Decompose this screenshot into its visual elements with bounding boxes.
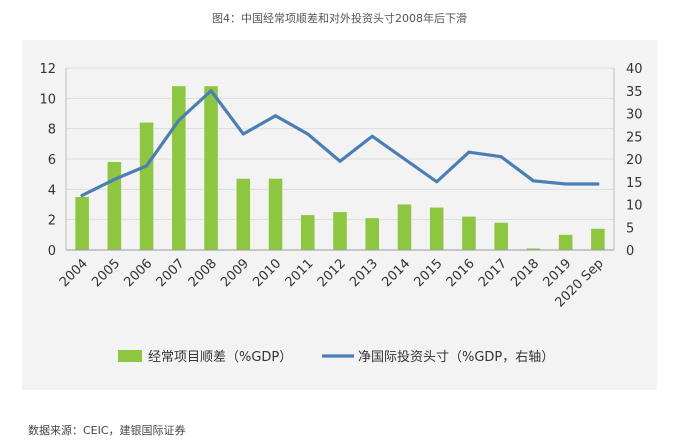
line-point	[209, 89, 213, 93]
legend-swatch-bar	[118, 350, 142, 362]
x-tick-label: 2012	[315, 256, 349, 290]
line-point	[112, 177, 116, 181]
x-tick-label: 2008	[186, 256, 220, 290]
x-tick-label: 2009	[218, 256, 252, 290]
x-tick-label: 2004	[57, 256, 91, 290]
left-tick-label: 2	[48, 214, 56, 229]
line-point	[274, 114, 278, 118]
line-point	[338, 159, 342, 163]
bar	[204, 86, 218, 250]
line-point	[177, 118, 181, 122]
source-note: 数据来源：CEIC，建银国际证券	[28, 424, 186, 437]
line-series	[80, 89, 600, 197]
left-tick-label: 0	[48, 244, 56, 259]
line-point	[499, 155, 503, 159]
x-tick-label: 2017	[476, 256, 510, 290]
x-tick-label: 2018	[508, 256, 542, 290]
left-tick-label: 12	[39, 62, 56, 77]
left-tick-label: 4	[48, 183, 56, 198]
legend-label-bar: 经常项目顺差（%GDP）	[148, 350, 292, 365]
line-point	[370, 134, 374, 138]
legend-label-line: 净国际投资头寸（%GDP，右轴）	[358, 349, 554, 365]
right-tick-label: 20	[626, 153, 643, 168]
right-tick-label: 5	[626, 221, 634, 236]
line-path	[80, 89, 600, 197]
left-tick-label: 6	[48, 153, 56, 168]
line-point	[596, 182, 600, 186]
bar	[429, 207, 444, 250]
x-tick-label: 2010	[250, 256, 284, 290]
bar	[333, 212, 347, 250]
x-tick-label: 2007	[154, 256, 188, 290]
bar	[236, 178, 251, 250]
line-point	[435, 180, 439, 184]
x-tick-label: 2006	[121, 256, 155, 290]
x-tick-label: 2011	[283, 256, 317, 290]
x-tick-label: 2016	[444, 256, 478, 290]
axes: 0246810120510152025303540200420052006200…	[39, 62, 642, 310]
line-point	[306, 132, 310, 136]
bar	[494, 222, 508, 250]
right-tick-label: 0	[626, 244, 634, 259]
bar	[107, 162, 122, 250]
bar	[397, 204, 412, 250]
left-tick-label: 10	[39, 92, 56, 107]
right-tick-label: 30	[626, 108, 643, 123]
bar	[591, 228, 605, 250]
line-point	[402, 157, 406, 161]
bar	[172, 86, 186, 250]
line-point	[145, 164, 149, 168]
bar	[558, 234, 573, 250]
chart-title: 图4：中国经常项顺差和对外投资头寸2008年后下滑	[212, 12, 467, 25]
right-tick-label: 10	[626, 199, 643, 214]
left-tick-label: 8	[48, 123, 56, 138]
right-tick-label: 35	[626, 85, 643, 100]
bar	[268, 178, 283, 250]
bar	[75, 196, 89, 250]
bar	[462, 216, 476, 250]
x-tick-label: 2014	[379, 256, 413, 290]
bar	[139, 122, 154, 250]
legend: 经常项目顺差（%GDP） 净国际投资头寸（%GDP，右轴）	[118, 349, 554, 365]
bar	[365, 218, 380, 250]
x-tick-label: 2015	[412, 256, 446, 290]
line-point	[80, 193, 84, 197]
line-point	[467, 150, 471, 154]
line-point	[531, 179, 535, 183]
x-tick-label: 2005	[89, 256, 123, 290]
right-tick-label: 40	[626, 62, 643, 77]
x-tick-label: 2013	[347, 256, 381, 290]
bar	[526, 248, 541, 250]
bar	[300, 215, 315, 250]
line-point	[241, 132, 245, 136]
line-point	[564, 182, 568, 186]
right-tick-label: 15	[626, 176, 643, 191]
right-tick-label: 25	[626, 130, 643, 145]
bar-series	[75, 86, 605, 250]
